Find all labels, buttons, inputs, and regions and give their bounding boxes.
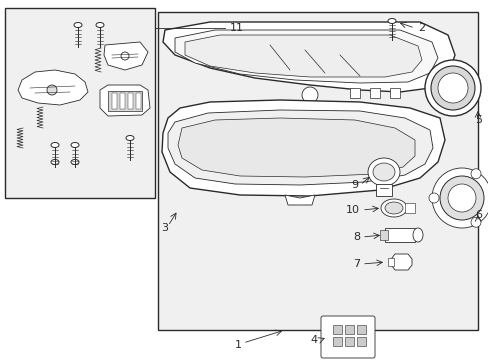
Text: 8: 8 xyxy=(352,232,359,242)
Ellipse shape xyxy=(71,159,79,165)
Bar xyxy=(349,88,359,98)
Text: 6: 6 xyxy=(474,210,481,220)
Polygon shape xyxy=(162,100,444,196)
Bar xyxy=(369,88,379,98)
Bar xyxy=(108,91,142,111)
Circle shape xyxy=(439,176,483,220)
Bar xyxy=(345,337,353,346)
Circle shape xyxy=(424,60,480,116)
Bar xyxy=(404,203,414,213)
Ellipse shape xyxy=(387,18,395,23)
Bar xyxy=(136,93,141,109)
Text: 2: 2 xyxy=(417,23,424,33)
Polygon shape xyxy=(175,30,437,83)
Text: 10: 10 xyxy=(346,205,359,215)
Ellipse shape xyxy=(126,135,134,140)
Ellipse shape xyxy=(380,199,406,217)
Ellipse shape xyxy=(96,23,104,27)
Circle shape xyxy=(121,52,129,60)
Circle shape xyxy=(302,87,317,103)
Ellipse shape xyxy=(74,23,82,27)
Circle shape xyxy=(428,193,438,203)
Polygon shape xyxy=(391,254,411,270)
Polygon shape xyxy=(184,35,421,77)
Text: 7: 7 xyxy=(352,259,359,269)
Text: 9: 9 xyxy=(350,180,357,190)
Text: 4: 4 xyxy=(310,335,317,345)
Polygon shape xyxy=(18,70,88,105)
Circle shape xyxy=(431,168,488,228)
Ellipse shape xyxy=(412,228,422,242)
Bar xyxy=(332,337,341,346)
Bar xyxy=(379,230,387,240)
FancyBboxPatch shape xyxy=(320,316,374,358)
Polygon shape xyxy=(104,42,148,70)
Bar xyxy=(128,93,133,109)
Circle shape xyxy=(470,169,480,179)
Polygon shape xyxy=(178,118,414,177)
Bar xyxy=(356,325,365,334)
Bar xyxy=(5,8,155,198)
Ellipse shape xyxy=(367,158,399,186)
Polygon shape xyxy=(285,195,314,205)
Circle shape xyxy=(437,73,467,103)
Bar xyxy=(375,184,391,196)
Circle shape xyxy=(470,217,480,227)
Bar xyxy=(387,258,393,266)
Polygon shape xyxy=(100,85,150,116)
Bar xyxy=(332,325,341,334)
Ellipse shape xyxy=(384,202,402,214)
Polygon shape xyxy=(168,110,432,185)
Bar xyxy=(112,93,117,109)
Polygon shape xyxy=(163,22,454,92)
Circle shape xyxy=(430,66,474,110)
Bar xyxy=(345,325,353,334)
Text: 1: 1 xyxy=(234,340,241,350)
Text: 11: 11 xyxy=(229,23,244,33)
Text: 3: 3 xyxy=(161,223,168,233)
Ellipse shape xyxy=(51,159,59,165)
Bar xyxy=(158,12,477,330)
Text: 5: 5 xyxy=(474,115,481,125)
Ellipse shape xyxy=(51,143,59,148)
Ellipse shape xyxy=(372,163,394,181)
Circle shape xyxy=(447,184,475,212)
Ellipse shape xyxy=(71,143,79,148)
Bar xyxy=(120,93,125,109)
Circle shape xyxy=(47,85,57,95)
Bar xyxy=(356,337,365,346)
Bar xyxy=(389,88,399,98)
Bar xyxy=(384,228,414,242)
